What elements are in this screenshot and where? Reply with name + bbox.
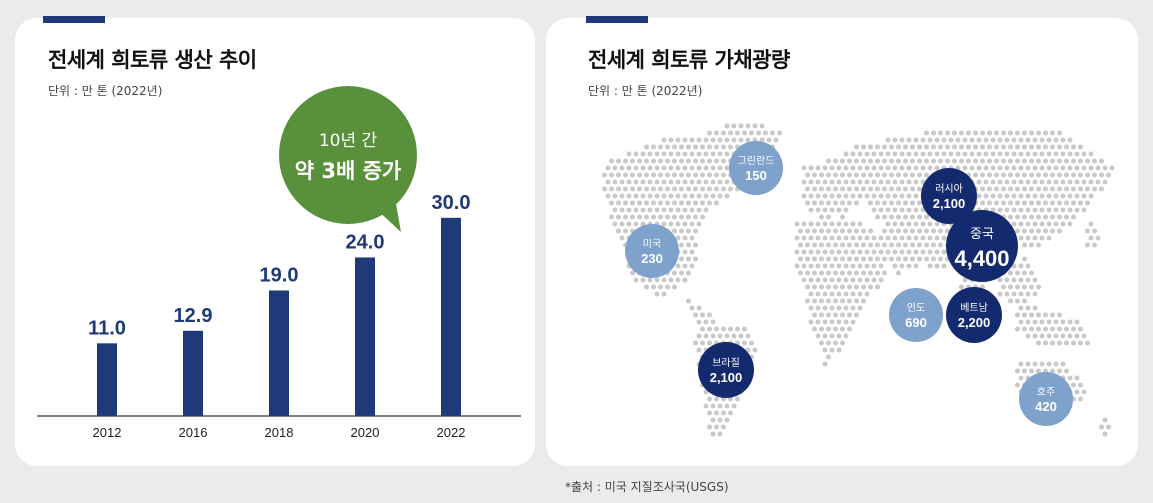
callout-bubble-shape bbox=[279, 86, 417, 232]
country-name-label: 인도 bbox=[907, 302, 925, 314]
country-name-label: 러시아 bbox=[935, 183, 963, 195]
bar-2016 bbox=[183, 330, 203, 416]
country-value-label: 2,100 bbox=[933, 196, 966, 211]
bar-2012 bbox=[97, 343, 117, 416]
source-note: *출처 : 미국 지질조사국(USGS) bbox=[565, 480, 729, 494]
bar-value-label: 19.0 bbox=[260, 264, 299, 286]
country-value-label: 150 bbox=[745, 168, 767, 183]
country-value-label: 690 bbox=[905, 315, 927, 330]
x-tick-label: 2016 bbox=[179, 425, 208, 440]
x-tick-label: 2018 bbox=[265, 425, 294, 440]
country-name-label: 중국 bbox=[970, 227, 994, 242]
reserves-title: 전세계 희토류 가채광량 bbox=[588, 48, 790, 72]
bar-2018 bbox=[269, 290, 289, 416]
country-name-label: 그린란드 bbox=[738, 155, 775, 167]
x-tick-label: 2012 bbox=[93, 425, 122, 440]
production-panel: 전세계 희토류 생산 추이 단위 : 만 톤 (2022년) 11.0 2012 1… bbox=[15, 16, 535, 466]
country-value-label: 230 bbox=[641, 251, 663, 266]
country-name-label: 브라질 bbox=[712, 357, 740, 369]
country-value-label: 2,100 bbox=[710, 370, 743, 385]
country-name-label: 미국 bbox=[643, 238, 661, 250]
production-unit: 단위 : 만 톤 (2022년) bbox=[48, 84, 163, 98]
bar-2022 bbox=[441, 217, 461, 416]
country-bubble: 중국 4,400 bbox=[946, 210, 1018, 282]
callout-line1: 10년 간 bbox=[318, 130, 378, 151]
production-bar-chart: 11.0 2012 12.9 2016 19.0 2018 24.0 2020 30.0 2022 bbox=[37, 192, 521, 440]
reserves-unit: 단위 : 만 톤 (2022년) bbox=[588, 84, 703, 98]
callout-line2: 약 3배 증가 bbox=[294, 158, 402, 183]
country-value-label: 4,400 bbox=[954, 246, 1009, 271]
country-value-label: 420 bbox=[1035, 399, 1057, 414]
bar-value-label: 11.0 bbox=[88, 317, 126, 339]
x-tick-label: 2022 bbox=[437, 425, 466, 440]
country-name-label: 호주 bbox=[1037, 386, 1055, 398]
x-tick-label: 2020 bbox=[351, 425, 380, 440]
growth-callout: 10년 간 약 3배 증가 bbox=[273, 80, 423, 232]
production-title: 전세계 희토류 생산 추이 bbox=[48, 48, 257, 72]
bar-2020 bbox=[355, 257, 375, 416]
reserves-world-map: 그린란드150미국230러시아2,100중국4,400인도690베트남2,200… bbox=[602, 123, 1115, 437]
bar-value-label: 24.0 bbox=[346, 231, 385, 253]
country-value-label: 2,200 bbox=[958, 315, 991, 330]
reserves-panel: 전세계 희토류 가채광량 단위 : 만 톤 (2022년) 그린란드 150 미국 2… bbox=[546, 16, 1138, 466]
country-name-label: 베트남 bbox=[960, 302, 988, 314]
bar-value-label: 30.0 bbox=[432, 192, 471, 214]
bar-value-label: 12.9 bbox=[174, 305, 213, 327]
title-accent-bar bbox=[43, 16, 105, 23]
title-accent-bar bbox=[586, 16, 648, 23]
